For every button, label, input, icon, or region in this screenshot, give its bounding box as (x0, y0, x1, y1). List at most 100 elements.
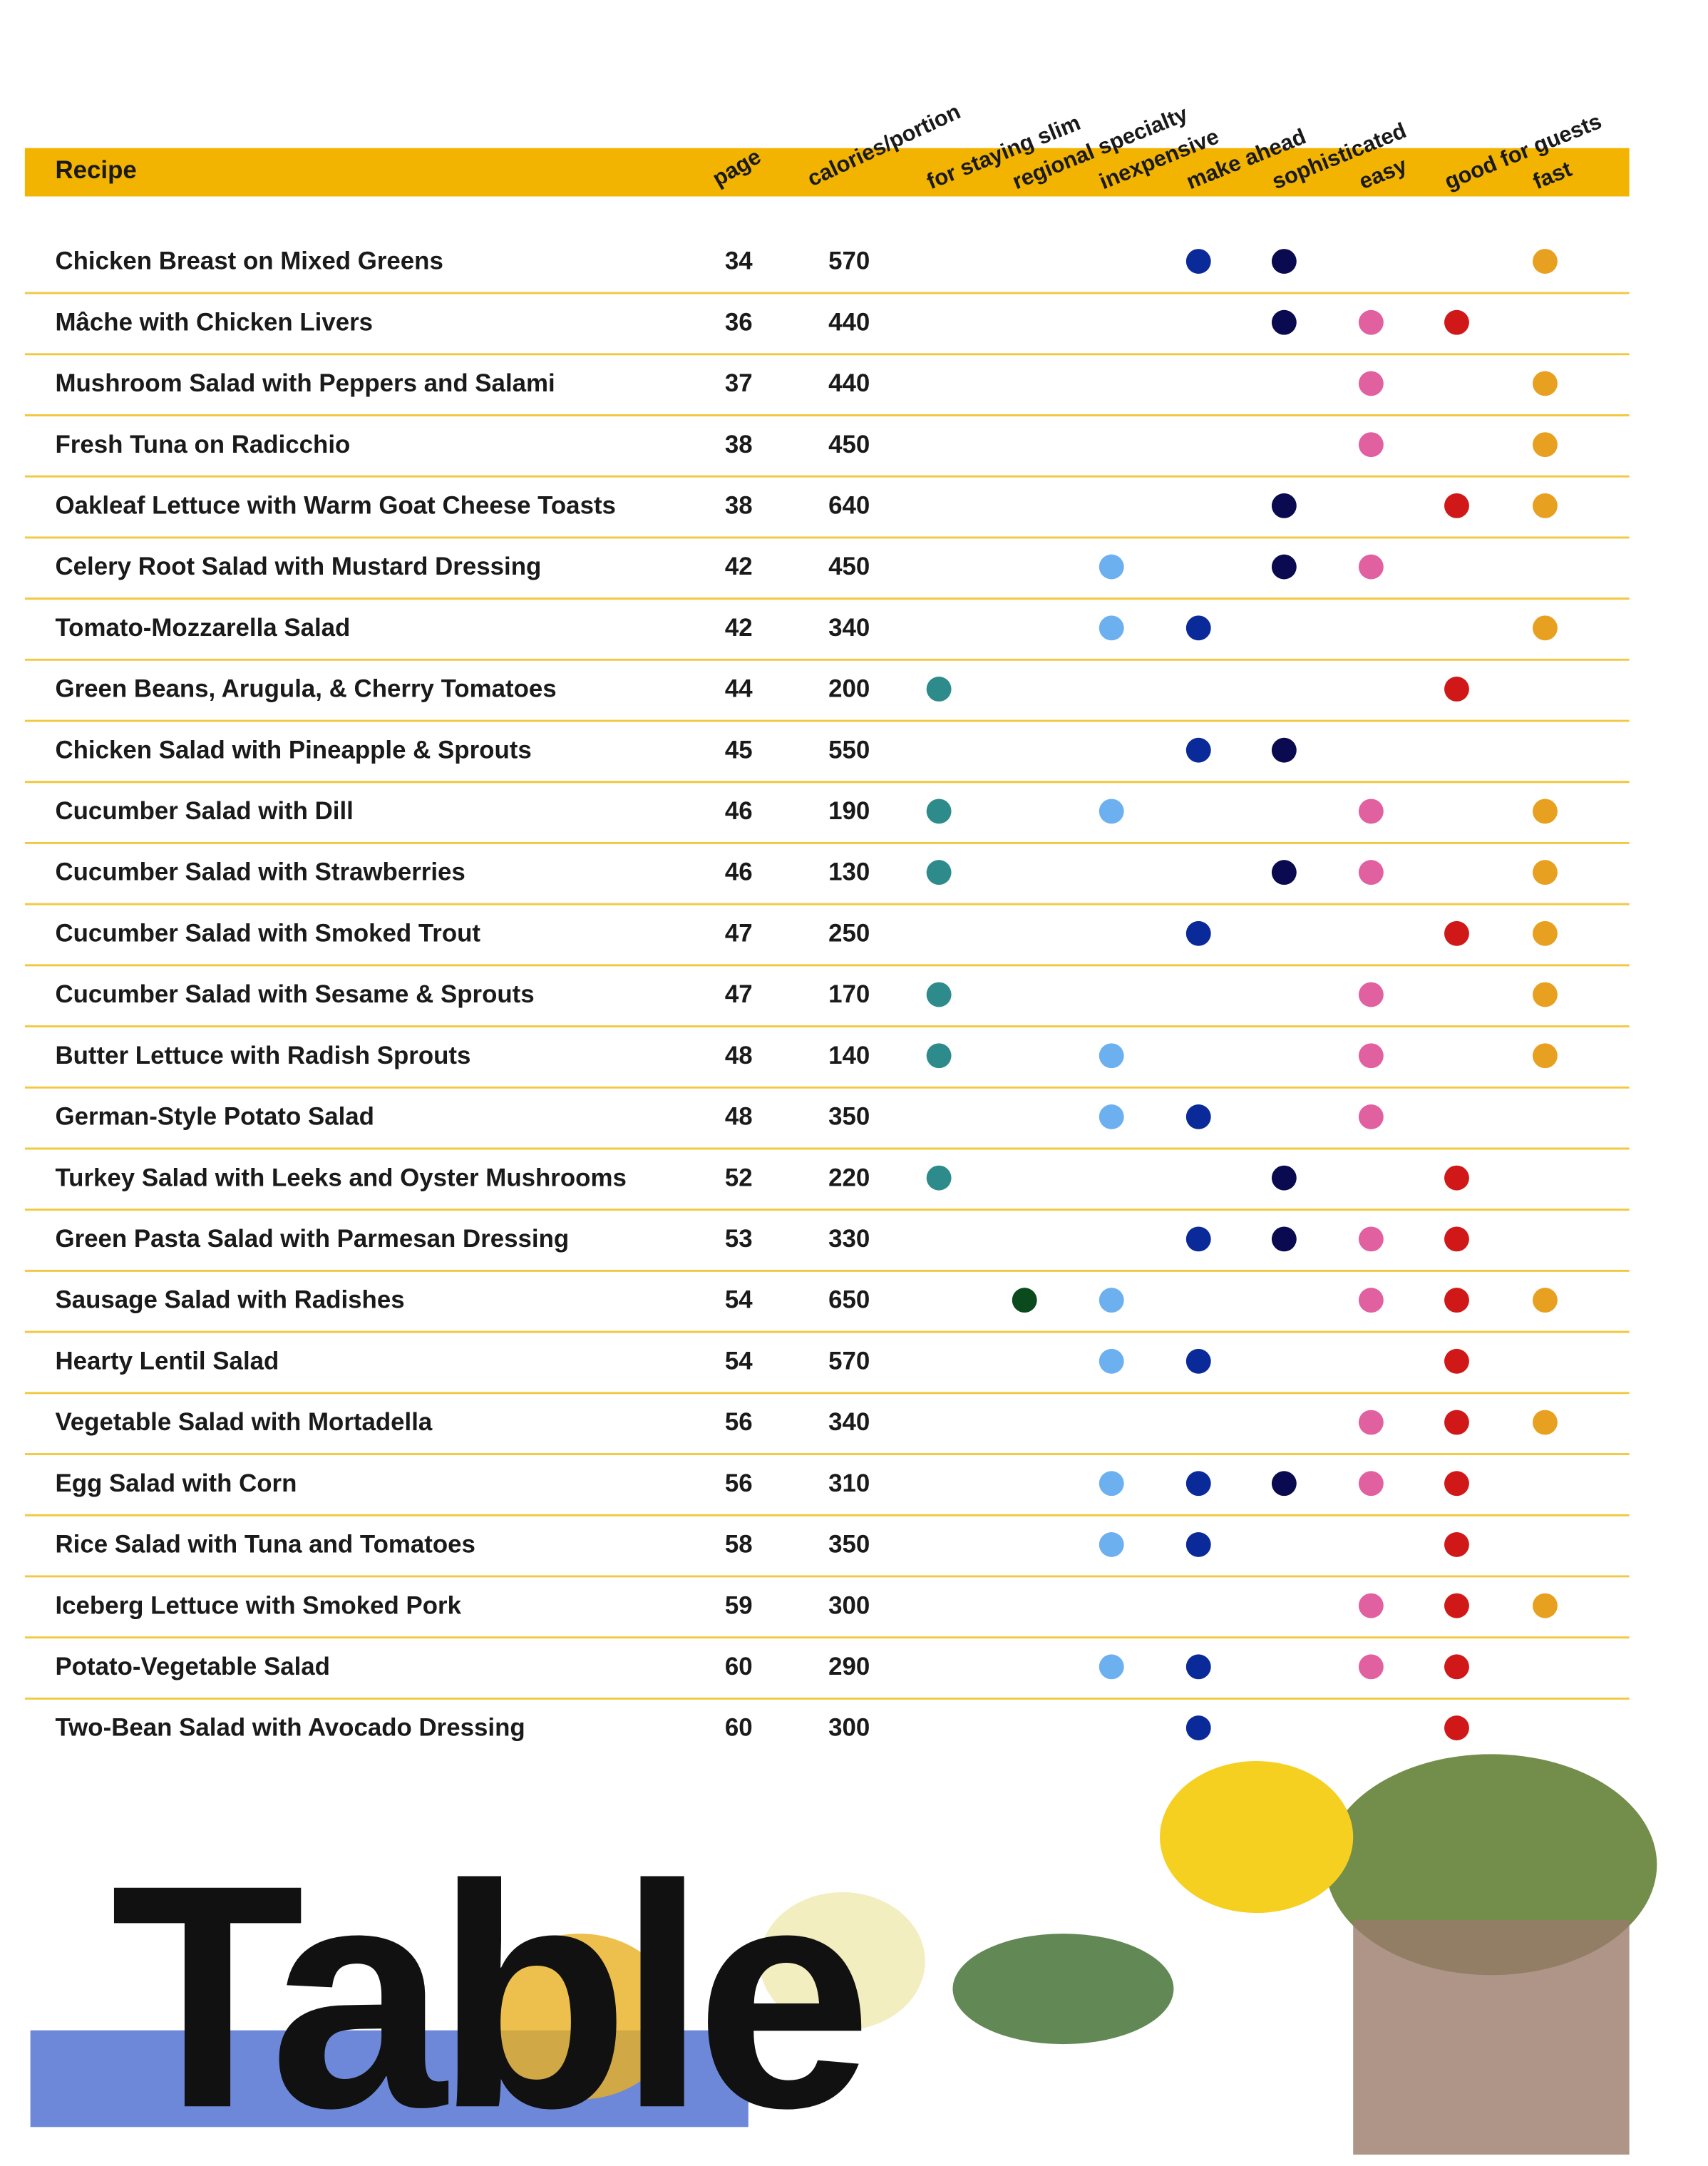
calories: 290 (828, 1653, 870, 1680)
page-number: 56 (725, 1469, 753, 1497)
page-number: 60 (725, 1714, 753, 1742)
recipe-name: Oakleaf Lettuce with Warm Goat Cheese To… (55, 491, 615, 519)
tag-dot (1533, 615, 1558, 641)
recipe-name: Butter Lettuce with Radish Sprouts (55, 1042, 470, 1069)
tag-dot (1358, 1104, 1384, 1129)
calories: 340 (828, 614, 870, 642)
calories: 330 (828, 1225, 870, 1253)
tag-dot (1533, 249, 1558, 274)
recipe-name: Rice Salad with Tuna and Tomatoes (55, 1531, 475, 1559)
tag-dot (926, 1165, 952, 1191)
tag-dot (1358, 982, 1384, 1007)
page-number: 59 (725, 1591, 753, 1619)
recipe-name: Mushroom Salad with Peppers and Salami (55, 369, 555, 397)
photo (30, 1754, 1657, 2155)
recipe-name: Chicken Breast on Mixed Greens (55, 247, 443, 275)
tag-dot (1444, 1410, 1469, 1435)
tag-dot (1358, 1593, 1384, 1618)
page-number: 44 (725, 675, 753, 703)
page-number: 42 (725, 614, 753, 642)
tag-dot (1533, 432, 1558, 458)
tag-dot (1099, 1471, 1124, 1497)
page-number: 37 (725, 369, 753, 397)
tag-dot (1271, 493, 1297, 518)
recipe-name: Green Pasta Salad with Parmesan Dressing (55, 1225, 569, 1253)
tag-dot (1185, 920, 1211, 946)
page-number: 46 (725, 858, 753, 886)
page-number: 45 (725, 736, 753, 764)
recipe-name: Chicken Salad with Pineapple & Sprouts (55, 736, 531, 764)
recipe-name: German-Style Potato Salad (55, 1103, 374, 1131)
tag-dot (1012, 1288, 1037, 1313)
calories: 570 (828, 1347, 870, 1375)
tag-dot (1271, 860, 1297, 886)
tag-dot (1185, 1531, 1211, 1557)
tag-dot (1533, 920, 1558, 946)
recipe-name: Vegetable Salad with Mortadella (55, 1408, 432, 1436)
tag-dot (926, 677, 952, 702)
page-number: 34 (725, 247, 753, 275)
tag-dot (1444, 1165, 1469, 1191)
tag-dot (1271, 1471, 1297, 1497)
tag-dot (1185, 1348, 1211, 1374)
page-number: 53 (725, 1225, 753, 1253)
tag-dot (1444, 1531, 1469, 1557)
tag-dot (1533, 1593, 1558, 1618)
recipe-name: Cucumber Salad with Dill (55, 797, 353, 825)
tag-dot (926, 799, 952, 824)
tag-dot (1444, 1471, 1469, 1497)
tag-dot (1099, 1043, 1124, 1069)
calories: 140 (828, 1042, 870, 1069)
tag-dot (1185, 1654, 1211, 1680)
tag-dot (1271, 1165, 1297, 1191)
recipe-name: Fresh Tuna on Radicchio (55, 431, 350, 458)
calories: 350 (828, 1531, 870, 1559)
tag-dot (1271, 309, 1297, 335)
tag-dot (1358, 1226, 1384, 1252)
calories: 340 (828, 1408, 870, 1436)
tag-dot (1444, 1654, 1469, 1680)
tag-dot (1358, 1654, 1384, 1680)
tag-dot (1185, 615, 1211, 641)
tag-dot (1358, 1288, 1384, 1313)
tag-dot (1271, 249, 1297, 274)
page-number: 60 (725, 1653, 753, 1680)
tag-dot (1444, 677, 1469, 702)
tag-dot (1444, 1593, 1469, 1618)
page-number: 46 (725, 797, 753, 825)
calories: 450 (828, 553, 870, 580)
tag-dot (1358, 554, 1384, 580)
page-number: 48 (725, 1042, 753, 1069)
recipe-name: Hearty Lentil Salad (55, 1347, 279, 1375)
tag-dot (1358, 1471, 1384, 1497)
tag-dot (1533, 371, 1558, 396)
tag-dot (1533, 799, 1558, 824)
recipe-name: Mâche with Chicken Livers (55, 308, 373, 336)
recipe-name: Two-Bean Salad with Avocado Dressing (55, 1714, 525, 1742)
calories: 350 (828, 1103, 870, 1131)
tag-dot (1444, 493, 1469, 518)
tag-dot (1185, 1104, 1211, 1129)
tag-dot (1185, 1715, 1211, 1740)
calories: 440 (828, 369, 870, 397)
calories: 310 (828, 1469, 870, 1497)
calories: 550 (828, 736, 870, 764)
tag-dot (1099, 1288, 1124, 1313)
tag-dot (1271, 1226, 1297, 1252)
page-number: 52 (725, 1164, 753, 1191)
recipe-name: Cucumber Salad with Strawberries (55, 858, 465, 886)
tag-dot (1358, 1043, 1384, 1069)
tag-dot (1444, 1226, 1469, 1252)
tag-dot (1099, 1104, 1124, 1129)
recipe-name: Turkey Salad with Leeks and Oyster Mushr… (55, 1164, 626, 1191)
tag-dot (1099, 1654, 1124, 1680)
tag-dot (1099, 615, 1124, 641)
tag-dot (1185, 1226, 1211, 1252)
tag-dot (1358, 371, 1384, 396)
calories: 450 (828, 431, 870, 458)
tag-dot (1099, 799, 1124, 824)
tag-dot (1185, 1471, 1211, 1497)
calories: 200 (828, 675, 870, 703)
page-number: 48 (725, 1103, 753, 1131)
recipe-name: Egg Salad with Corn (55, 1469, 297, 1497)
